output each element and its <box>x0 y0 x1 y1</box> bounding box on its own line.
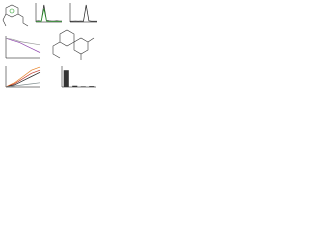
series-line <box>5 69 41 88</box>
bar <box>80 86 86 87</box>
bar <box>63 70 69 87</box>
axis <box>5 36 40 59</box>
series-line <box>70 4 97 22</box>
bar <box>89 86 95 87</box>
axis <box>69 3 97 23</box>
series-line <box>35 4 62 22</box>
series-line <box>36 8 62 22</box>
series-line <box>5 82 41 88</box>
structure-a <box>2 4 29 27</box>
figure <box>2 3 97 88</box>
series-line <box>5 66 41 88</box>
bar <box>72 85 78 87</box>
series-line <box>5 37 41 46</box>
charts <box>5 3 97 88</box>
series-line <box>5 37 41 53</box>
series-line <box>5 71 41 88</box>
page: {"chart_data": [ {"type": "line", "x": [… <box>0 0 100 90</box>
structure-b <box>52 29 95 60</box>
axis <box>35 3 62 23</box>
